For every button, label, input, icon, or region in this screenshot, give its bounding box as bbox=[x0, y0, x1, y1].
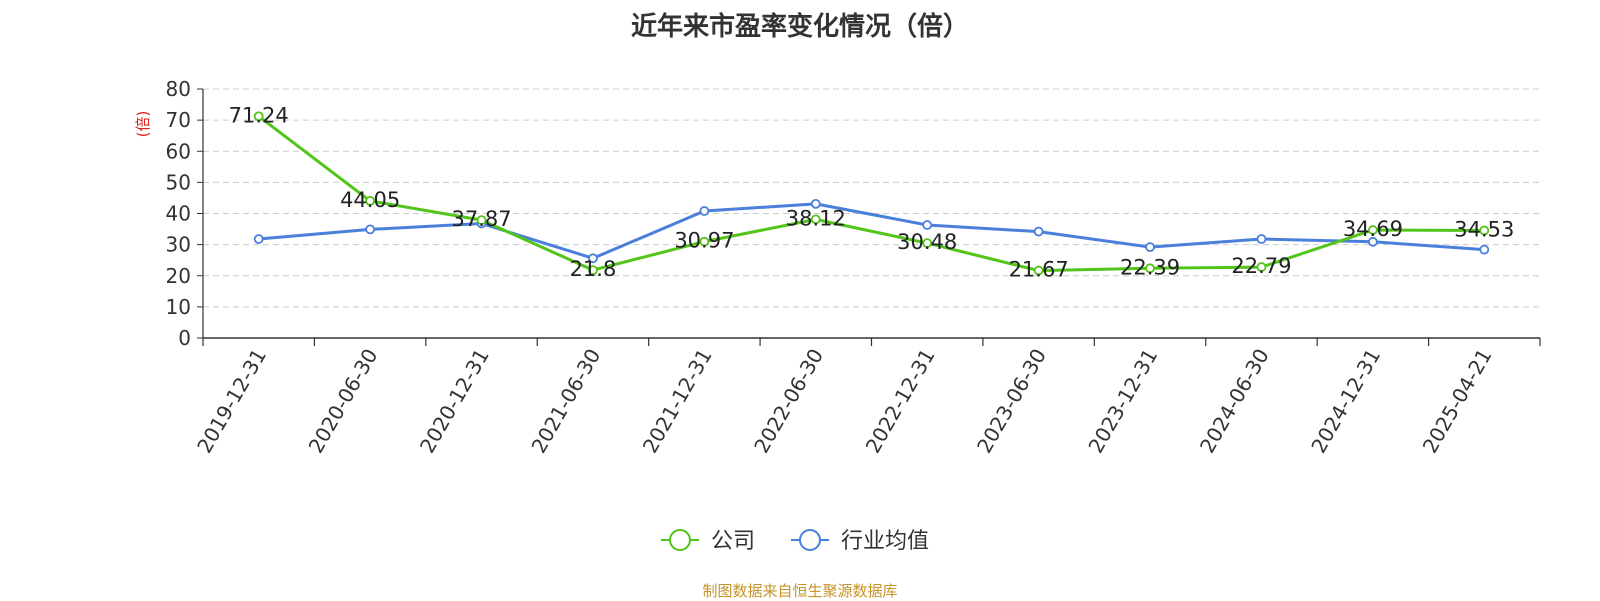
data-point-industry bbox=[1256, 234, 1267, 244]
series-line-industry bbox=[258, 202, 1485, 260]
data-label: 21.8 bbox=[570, 257, 617, 281]
data-point-industry bbox=[810, 198, 821, 209]
grid-lines bbox=[203, 88, 1540, 308]
data-label: 22.79 bbox=[1231, 254, 1291, 278]
series-lines bbox=[253, 111, 1490, 276]
data-point-industry bbox=[699, 206, 710, 216]
data-point-company bbox=[1367, 225, 1378, 235]
legend-label: 行业均值 bbox=[841, 529, 929, 554]
source-note: 制图数据来自恒生聚源数据库 bbox=[702, 582, 898, 600]
data-label: 22.39 bbox=[1120, 255, 1180, 279]
data-label: 34.69 bbox=[1343, 217, 1403, 241]
data-label: 38.12 bbox=[786, 206, 846, 230]
data-label: 30.48 bbox=[897, 230, 957, 254]
chart-title: 近年来市盈率变化情况（倍） bbox=[630, 12, 969, 42]
legend-item-industry[interactable]: 行业均值 bbox=[791, 529, 929, 554]
legend[interactable]: 公司 行业均值 bbox=[661, 529, 929, 554]
x-tick-label: 2019-12-31 bbox=[192, 345, 271, 458]
data-point-company bbox=[588, 265, 598, 276]
data-point-company bbox=[1256, 262, 1267, 272]
data-labels: 71.24 44.05 37.87 21.8 30.97 38.12 30.48 21.67 2… bbox=[229, 103, 1515, 281]
y-axis-label: (倍) bbox=[134, 111, 152, 138]
x-tick-label: 2024-12-31 bbox=[1306, 345, 1385, 458]
x-tick-label: 2023-06-30 bbox=[972, 345, 1051, 458]
data-label: 30.97 bbox=[674, 229, 734, 253]
legend-item-company[interactable]: 公司 bbox=[661, 529, 755, 554]
y-tick-label: 50 bbox=[166, 170, 191, 194]
data-point-company bbox=[1479, 225, 1490, 236]
x-tick-label: 2024-06-30 bbox=[1195, 345, 1274, 458]
data-point-industry bbox=[1367, 236, 1378, 247]
y-tick-label: 0 bbox=[178, 326, 191, 350]
series-line-company bbox=[257, 115, 1485, 273]
y-tick-label: 30 bbox=[166, 233, 191, 257]
y-tick-label: 20 bbox=[166, 264, 191, 288]
x-tick-label: 2021-06-30 bbox=[526, 345, 605, 458]
data-label: 44.05 bbox=[340, 188, 400, 212]
data-point-company bbox=[810, 214, 821, 225]
x-tick-label: 2020-12-31 bbox=[415, 345, 494, 458]
x-tick-label: 2022-06-30 bbox=[749, 345, 828, 458]
data-point-industry bbox=[1145, 242, 1155, 253]
data-label: 37.87 bbox=[451, 207, 511, 231]
data-point-industry bbox=[1479, 244, 1490, 255]
y-tick-label: 40 bbox=[166, 202, 191, 226]
x-tick-label: 2021-12-31 bbox=[638, 345, 717, 458]
data-point-industry bbox=[253, 234, 264, 244]
x-tick-label: 2020-06-30 bbox=[304, 345, 383, 458]
data-point-company bbox=[476, 215, 487, 226]
data-point-company bbox=[1145, 263, 1155, 274]
data-point-company bbox=[1033, 265, 1044, 276]
y-tick-label: 70 bbox=[166, 108, 191, 132]
data-point-company bbox=[365, 195, 376, 206]
x-tick-label: 2022-12-31 bbox=[861, 345, 940, 458]
axes: 0 10 20 30 40 50 60 70 80 (倍) 2019-12-31 2020-06-30… bbox=[134, 77, 1541, 458]
legend-marker-icon bbox=[799, 529, 821, 551]
data-point-company bbox=[922, 238, 933, 249]
y-tick-label: 60 bbox=[166, 139, 191, 163]
data-point-industry bbox=[1033, 226, 1044, 237]
data-point-company bbox=[699, 236, 710, 247]
y-tick-label: 10 bbox=[166, 295, 191, 319]
data-point-industry bbox=[365, 224, 376, 235]
data-label: 71.24 bbox=[229, 103, 289, 127]
y-tick-label: 80 bbox=[166, 77, 191, 101]
x-tick-label: 2023-12-31 bbox=[1083, 345, 1162, 458]
data-label: 34.53 bbox=[1454, 218, 1514, 242]
data-point-industry bbox=[588, 253, 598, 264]
data-point-industry bbox=[922, 220, 933, 230]
data-point-company bbox=[253, 111, 264, 122]
data-label: 21.67 bbox=[1009, 258, 1069, 282]
legend-marker-icon bbox=[669, 529, 691, 551]
legend-label: 公司 bbox=[711, 529, 755, 554]
x-tick-label: 2025-04-21 bbox=[1418, 345, 1497, 458]
